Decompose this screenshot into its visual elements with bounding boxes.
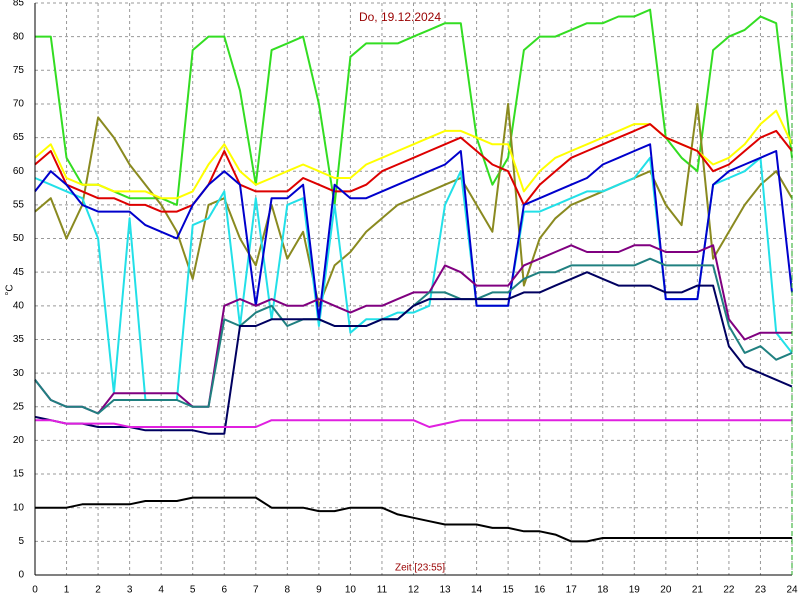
y-tick-label: 10 bbox=[13, 502, 25, 513]
x-tick-label: 6 bbox=[221, 585, 227, 596]
plot-lines bbox=[34, 8, 793, 543]
x-tick-label: 17 bbox=[566, 585, 578, 596]
y-tick-label: 50 bbox=[13, 233, 25, 244]
chart-title: Do, 19.12.2024 bbox=[359, 10, 441, 24]
y-tick-label: 45 bbox=[13, 267, 25, 278]
grid bbox=[34, 2, 793, 576]
data-line bbox=[35, 419, 792, 428]
y-tick-label: 25 bbox=[13, 401, 25, 412]
x-tick-label: 3 bbox=[127, 585, 133, 596]
x-tick-label: 1 bbox=[64, 585, 70, 596]
data-line bbox=[34, 244, 792, 415]
x-tick-label: 23 bbox=[755, 585, 767, 596]
y-tick-label: 40 bbox=[13, 300, 25, 311]
x-tick-label: 8 bbox=[285, 585, 291, 596]
x-tick-label: 15 bbox=[503, 585, 515, 596]
y-tick-label: 60 bbox=[13, 166, 25, 177]
data-line bbox=[35, 496, 792, 543]
data-line bbox=[34, 123, 793, 213]
y-tick-label: 65 bbox=[13, 132, 25, 143]
y-tick-label: 55 bbox=[13, 200, 25, 211]
y-tick-label: 0 bbox=[18, 570, 24, 581]
x-tick-label: 2 bbox=[95, 585, 101, 596]
y-tick-label: 80 bbox=[13, 31, 25, 42]
x-tick-label: 21 bbox=[692, 585, 704, 596]
y-tick-label: 20 bbox=[13, 435, 25, 446]
y-tick-label: 15 bbox=[13, 469, 25, 480]
x-tick-label: 7 bbox=[253, 585, 259, 596]
x-tick-label: 14 bbox=[471, 585, 483, 596]
y-tick-label: 75 bbox=[13, 65, 25, 76]
y-tick-label: 70 bbox=[13, 99, 25, 110]
data-line bbox=[34, 271, 793, 435]
x-tick-label: 9 bbox=[316, 585, 322, 596]
x-tick-label: 0 bbox=[32, 585, 38, 596]
x-tick-label: 4 bbox=[158, 585, 164, 596]
x-tick-label: 24 bbox=[786, 585, 798, 596]
y-tick-label: 85 bbox=[13, 0, 25, 9]
x-tick-label: 11 bbox=[377, 585, 388, 596]
x-tick-label: 10 bbox=[345, 585, 357, 596]
data-line bbox=[34, 143, 793, 321]
x-tick-label: 19 bbox=[629, 585, 641, 596]
x-tick-label: 16 bbox=[534, 585, 546, 596]
x-tick-label: 22 bbox=[723, 585, 735, 596]
y-tick-label: 35 bbox=[13, 334, 25, 345]
y-tick-label: 30 bbox=[13, 368, 25, 379]
x-tick-label: 13 bbox=[439, 585, 451, 596]
x-axis-label: Zeit [23:55] bbox=[395, 563, 445, 574]
x-tick-label: 12 bbox=[408, 585, 420, 596]
x-tick-label: 20 bbox=[660, 585, 672, 596]
x-tick-label: 18 bbox=[597, 585, 609, 596]
y-axis-label: °C bbox=[5, 284, 16, 295]
x-tick-label: 5 bbox=[190, 585, 196, 596]
y-tick-label: 5 bbox=[18, 536, 24, 547]
data-line bbox=[34, 102, 793, 307]
